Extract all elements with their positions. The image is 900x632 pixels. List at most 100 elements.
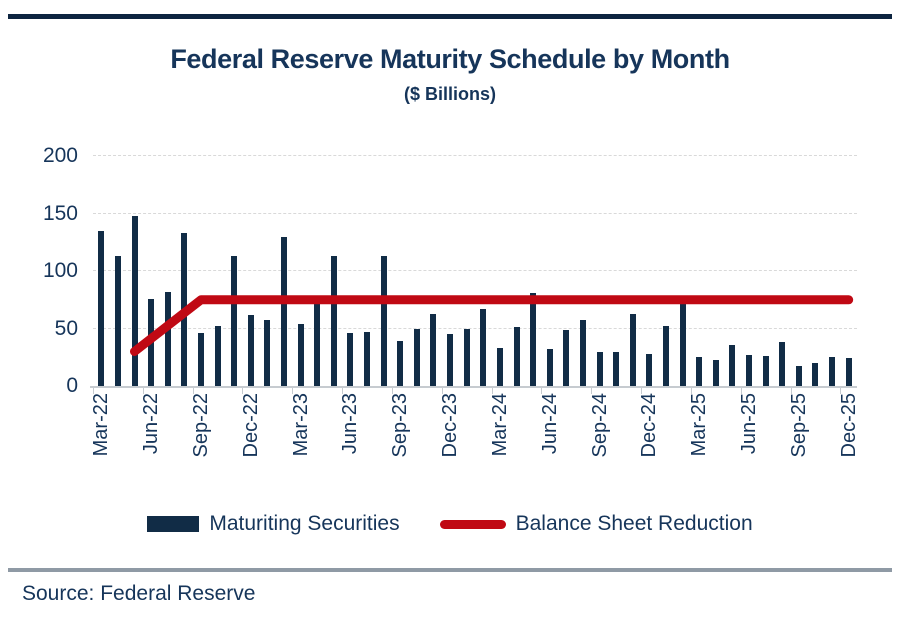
legend-item-maturiting-securities: Maturiting Securities [147, 512, 400, 536]
x-tick [142, 388, 144, 394]
x-tick [790, 388, 792, 394]
x-tick-label-Mar-24: Mar-24 [488, 393, 511, 457]
chart-title: Federal Reserve Maturity Schedule by Mon… [170, 44, 730, 74]
bar-Jul-23 [364, 331, 371, 386]
x-tick-label-Jun-25: Jun-25 [738, 393, 761, 455]
bar-Jun-23 [347, 333, 354, 386]
x-tick [292, 388, 294, 394]
x-tick [641, 388, 643, 394]
x-tick-label-Jun-24: Jun-24 [538, 393, 561, 455]
x-tick [491, 388, 493, 394]
bar-swatch-icon [147, 516, 200, 532]
bar-Oct-25 [812, 363, 819, 386]
x-tick-label-Sep-23: Sep-23 [389, 393, 412, 458]
bar-Apr-22 [114, 256, 121, 386]
bar-Jun-25 [746, 354, 753, 386]
gridline-50 [93, 327, 857, 329]
bar-Jul-25 [762, 356, 769, 386]
bar-Aug-23 [380, 256, 387, 386]
bar-May-23 [330, 256, 337, 386]
bar-Oct-23 [413, 328, 420, 386]
x-tick [93, 388, 94, 394]
chart-subtitle: ($ Billions) [403, 84, 496, 104]
bar-Nov-25 [829, 357, 836, 386]
line-swatch-icon [439, 519, 506, 529]
bar-Feb-24 [480, 308, 487, 386]
source-note: Source: Federal Reserve [22, 582, 256, 605]
x-tick [541, 388, 543, 394]
legend-label-bars: Maturiting Securities [209, 512, 400, 535]
top-rule [8, 14, 892, 19]
y-tick-label-200: 200 [42, 144, 78, 167]
x-tick [840, 388, 842, 394]
x-tick [441, 388, 443, 394]
bar-Jun-24 [546, 349, 553, 386]
x-tick-label-Dec-25: Dec-25 [837, 393, 860, 458]
x-tick [740, 388, 742, 394]
legend-label-line: Balance Sheet Reduction [515, 512, 753, 535]
bar-May-25 [729, 344, 736, 386]
bar-Jul-22 [164, 291, 171, 386]
bar-Oct-24 [613, 351, 620, 386]
bar-Apr-24 [513, 327, 520, 386]
bar-Sep-25 [795, 366, 802, 386]
bar-Sep-24 [596, 351, 603, 386]
bar-Jan-23 [264, 320, 271, 386]
bar-Apr-23 [314, 302, 321, 386]
bar-Feb-25 [679, 303, 686, 386]
x-tick-label-Dec-23: Dec-23 [439, 393, 462, 458]
x-tick-label-Mar-25: Mar-25 [688, 393, 711, 457]
x-tick-label-Sep-22: Sep-22 [189, 393, 212, 458]
x-tick [342, 388, 344, 394]
balance-sheet-reduction-line [130, 295, 854, 356]
gridline-200 [93, 155, 857, 156]
bar-Nov-22 [231, 256, 238, 386]
bar-Mar-23 [297, 323, 304, 386]
x-axis-line [90, 386, 857, 388]
bar-May-22 [131, 215, 138, 386]
x-tick-label-Sep-24: Sep-24 [588, 393, 611, 458]
bar-Sep-22 [197, 333, 204, 386]
bar-Jan-25 [663, 326, 669, 386]
bar-Dec-23 [447, 334, 454, 386]
legend: Maturiting Securities Balance Sheet Redu… [0, 506, 900, 542]
bar-Nov-23 [430, 313, 437, 386]
x-tick-label-Jun-22: Jun-22 [140, 393, 163, 455]
bar-Jul-24 [563, 329, 570, 386]
x-tick-label-Dec-22: Dec-22 [239, 393, 262, 458]
gridline-150 [93, 212, 857, 214]
bar-Jan-24 [463, 328, 470, 386]
bar-Mar-25 [696, 357, 703, 386]
bar-Nov-24 [629, 313, 636, 386]
bar-Aug-24 [579, 320, 586, 386]
bar-May-24 [530, 292, 537, 386]
x-tick-label-Sep-25: Sep-25 [787, 393, 810, 458]
bar-Sep-23 [397, 341, 404, 386]
y-tick-label-0: 0 [66, 374, 78, 397]
gridline-100 [93, 270, 857, 271]
x-tick-label-Mar-23: Mar-23 [289, 393, 312, 457]
bar-Dec-25 [845, 358, 852, 386]
y-tick-label-100: 100 [42, 259, 78, 282]
y-tick-label-150: 150 [42, 201, 78, 225]
bar-Aug-25 [779, 342, 786, 386]
y-tick-label-50: 50 [54, 316, 78, 340]
bar-Oct-22 [214, 326, 221, 386]
plot-area [93, 155, 857, 386]
x-tick [192, 388, 194, 394]
x-tick [242, 388, 244, 394]
bar-Apr-25 [712, 359, 719, 386]
bar-Dec-22 [247, 314, 254, 386]
bar-Dec-24 [646, 353, 653, 386]
x-tick [690, 388, 692, 394]
x-tick-label-Jun-23: Jun-23 [339, 393, 362, 455]
x-tick [591, 388, 593, 394]
x-tick-label-Dec-24: Dec-24 [638, 393, 661, 458]
legend-item-balance-sheet-reduction: Balance Sheet Reduction [439, 512, 753, 536]
footer-divider [8, 568, 892, 572]
bar-Mar-22 [98, 230, 105, 386]
bar-Mar-24 [496, 348, 503, 386]
bar-Feb-23 [281, 236, 287, 386]
x-tick-label-Mar-22: Mar-22 [90, 393, 113, 457]
